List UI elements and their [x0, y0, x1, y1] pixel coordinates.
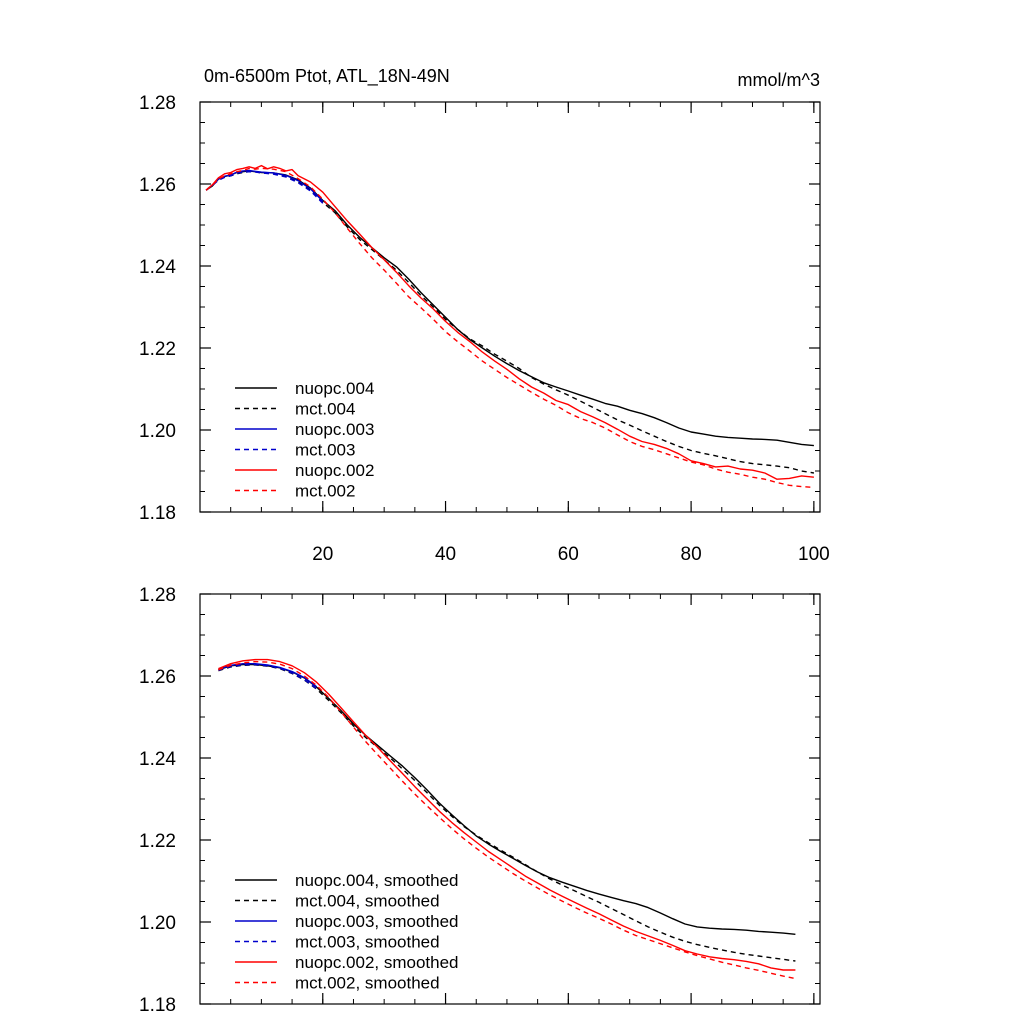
y-tick-label: 1.22	[139, 831, 176, 852]
chart-title: 0m-6500m Ptot, ATL_18N-49N	[204, 66, 450, 87]
series-line-mct-003-smoothed	[218, 663, 318, 690]
series-line-mct-002	[205, 167, 814, 489]
legend-label: nuopc.003, smoothed	[295, 912, 459, 931]
y-tick-label: 1.20	[139, 913, 176, 934]
top-panel: 0m-6500m Ptot, ATL_18N-49N mmol/m^3 1.18…	[139, 66, 830, 565]
x-tick-label: 100	[798, 544, 830, 565]
legend-label: nuopc.004	[295, 379, 374, 398]
legend-label: mct.003	[295, 441, 355, 460]
bottom-panel: 1.18 1.20 1.22 1.24 1.26 1.28 nuopc.004, smoot…	[139, 585, 821, 1016]
y-tick-label: 1.28	[139, 93, 176, 114]
x-tick-label: 60	[558, 544, 579, 565]
legend-label: mct.003, smoothed	[295, 933, 440, 952]
legend-label: mct.004	[295, 400, 355, 419]
plot-frame	[199, 101, 821, 513]
legend-label: mct.002	[295, 482, 355, 501]
legend-label: nuopc.002, smoothed	[295, 953, 459, 972]
legend-label: nuopc.003	[295, 420, 374, 439]
plot-frame	[199, 593, 821, 1005]
y-tick-label: 1.22	[139, 339, 176, 360]
series-line-nuopc-003-smoothed	[218, 663, 318, 688]
x-tick-label: 80	[681, 544, 702, 565]
y-tick-label: 1.20	[139, 421, 176, 442]
legend-label: nuopc.004, smoothed	[295, 871, 459, 890]
legend-label: mct.004, smoothed	[295, 892, 440, 911]
y-tick-label: 1.26	[139, 175, 176, 196]
y-tick-label: 1.18	[139, 995, 176, 1016]
series-line-nuopc-002-smoothed	[218, 658, 796, 971]
x-tick-label: 20	[312, 544, 333, 565]
series-line-mct-003	[205, 171, 324, 204]
series-line-mct-004	[205, 171, 815, 474]
series-line-nuopc-002	[205, 164, 814, 480]
x-tick-label: 40	[435, 544, 456, 565]
legend-label: mct.002, smoothed	[295, 974, 440, 993]
y-tick-label: 1.26	[139, 667, 176, 688]
units-label: mmol/m^3	[738, 70, 820, 90]
y-tick-label: 1.24	[139, 257, 176, 278]
y-tick-label: 1.28	[139, 585, 176, 606]
y-tick-label: 1.24	[139, 749, 176, 770]
legend-label: nuopc.002	[295, 461, 374, 480]
series-line-mct-002-smoothed	[218, 660, 796, 980]
y-tick-label: 1.18	[139, 503, 176, 524]
